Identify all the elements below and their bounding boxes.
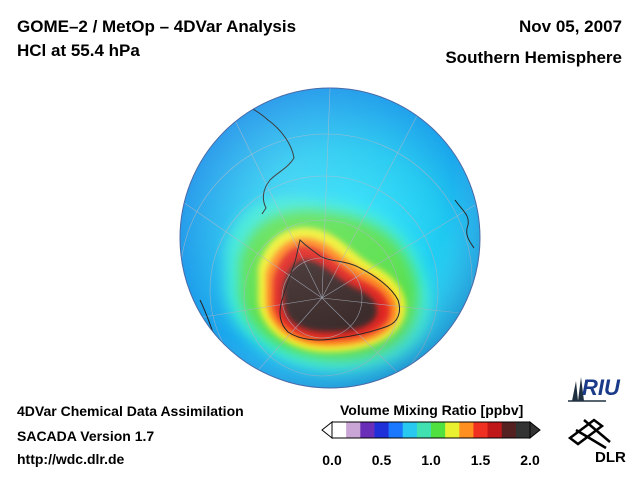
hemisphere-label: Southern Hemisphere <box>445 48 622 67</box>
colorbar-swatch <box>445 422 460 438</box>
title-line-2: HCl at 55.4 hPa <box>17 41 140 60</box>
colorbar-gradient <box>332 422 531 438</box>
colorbar-swatch <box>501 422 517 438</box>
colorbar-swatch <box>431 422 446 438</box>
title-line-1: GOME–2 / MetOp – 4DVar Analysis <box>17 17 297 36</box>
colorbar-swatch <box>416 422 432 438</box>
colorbar-tick: 0.5 <box>371 452 392 468</box>
date-label: Nov 05, 2007 <box>518 17 622 36</box>
footer-line-2: SACADA Version 1.7 <box>17 428 155 444</box>
colorbar-swatch <box>473 422 489 438</box>
colorbar-swatch <box>388 422 404 438</box>
colorbar-swatch <box>402 422 418 438</box>
colorbar-swatch <box>487 422 503 438</box>
colorbar-tick: 1.0 <box>421 452 441 468</box>
globe <box>180 88 480 388</box>
colorbar <box>321 420 541 440</box>
colorbar-swatch <box>374 422 390 438</box>
dlr-logo-text: DLR <box>595 449 626 466</box>
colorbar-left-arrow <box>321 420 333 440</box>
colorbar-tick: 2.0 <box>520 452 540 468</box>
colorbar-swatch <box>346 422 361 438</box>
colorbar-swatch <box>515 422 531 438</box>
riu-logo-text: RIU <box>582 375 621 400</box>
colorbar-right-arrow <box>529 420 541 440</box>
colorbar-swatch <box>360 422 376 438</box>
colorbar-tick: 1.5 <box>470 452 491 468</box>
footer-line-1: 4DVar Chemical Data Assimilation <box>17 403 244 419</box>
colorbar-tick: 0.0 <box>322 452 342 468</box>
colorbar-swatch <box>459 422 475 438</box>
colorbar-title: Volume Mixing Ratio [ppbv] <box>340 402 524 418</box>
dlr-logo-mark <box>567 418 611 450</box>
footer-url[interactable]: http://wdc.dlr.de <box>17 451 125 467</box>
colorbar-swatch <box>332 422 347 438</box>
riu-logo: RIU <box>568 375 621 402</box>
